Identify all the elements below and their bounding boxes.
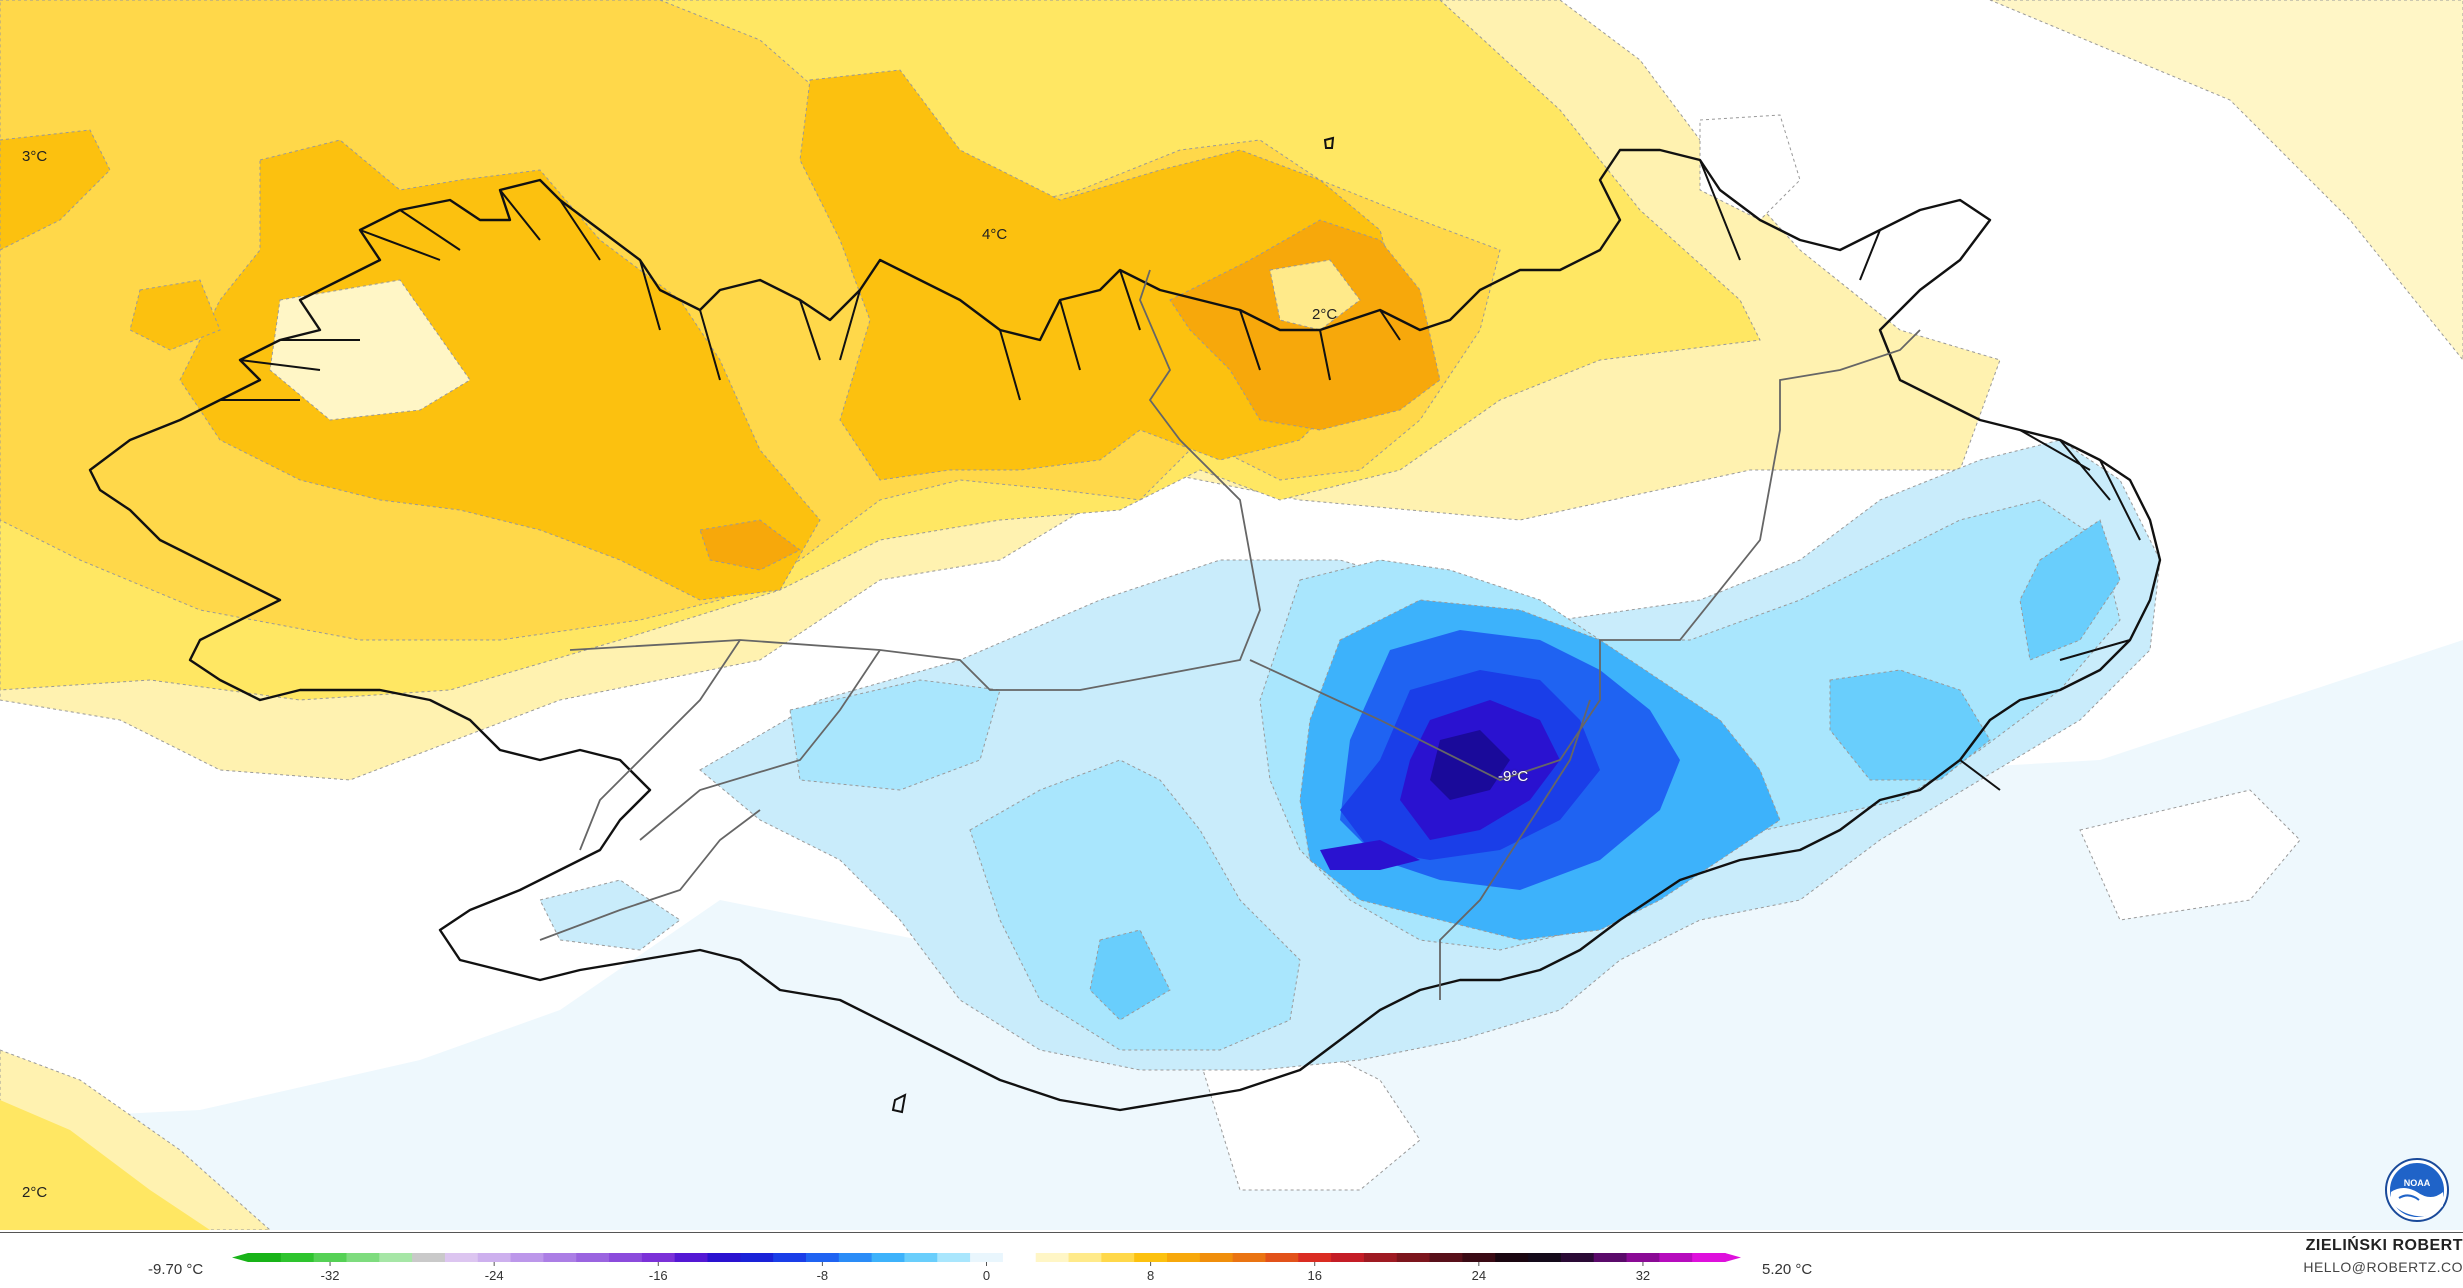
legend-swatch [904,1253,938,1262]
legend-swatch [1298,1253,1332,1262]
temp-label-west-top: 3°C [22,148,48,165]
legend-colorbar: -32 -24 -16 -8 0 8 16 24 32 [232,1253,1741,1283]
legend-swatch [1363,1253,1398,1262]
legend-swatch [444,1253,479,1262]
legend-swatch [1068,1253,1102,1262]
legend-tick-label: -24 [485,1268,504,1283]
temp-label-west-bottom: 2°C [22,1184,48,1201]
legend-swatch [1462,1253,1496,1262]
legend-swatch [280,1253,315,1262]
legend-swatch [1101,1253,1135,1262]
legend-swatch [674,1253,709,1262]
legend-swatch [313,1253,348,1262]
legend-swatch [477,1253,512,1262]
legend-arrow-right [1725,1253,1741,1262]
legend-swatch [773,1253,807,1262]
legend-max-value: 5.20 °C [1762,1261,1813,1278]
zone-white-east-2 [2079,789,2301,921]
island-north [1323,136,1335,149]
region-borders [539,269,1921,1000]
legend-swatch [412,1253,446,1262]
legend-tick-label: -16 [649,1268,668,1283]
legend-swatch [1560,1253,1595,1262]
legend-swatch [1692,1253,1726,1262]
legend-tick-label: -8 [817,1268,829,1283]
legend-swatch [1134,1253,1168,1262]
zone-yellow-southwest-inner [0,1100,210,1230]
zone-light-blue-west [539,879,681,951]
zone-sky [1089,929,1171,1021]
zone-gold-4 [129,279,221,351]
legend-swatch [609,1253,643,1262]
legend-min-value: -9.70 °C [148,1261,204,1278]
legend-tick-label: 16 [1307,1268,1321,1283]
legend-swatch [1659,1253,1693,1262]
legend-swatch [1429,1253,1464,1262]
author-credit: ZIELIŃSKI ROBERT [2305,1237,2463,1254]
legend-swatch [346,1253,380,1262]
noaa-logo-icon: NOAA [2385,1158,2449,1222]
legend-swatch [641,1253,676,1262]
zone-pale-spot-2 [1269,259,1361,331]
zone-blue-tail [1320,840,1420,870]
legend-swatch [1167,1253,1201,1262]
legend-tick-label: 32 [1636,1268,1650,1283]
zone-cyan-2 [969,759,1301,1051]
legend-tick-label: -32 [321,1268,340,1283]
legend-swatch [1495,1253,1529,1262]
coastline-fjords [220,159,2141,791]
legend-tick-label: 0 [983,1268,990,1283]
legend: -32 -24 -16 -8 0 8 16 24 32 -9.70 °C 5.20 °C ZIE… [0,1232,2463,1288]
legend-swatch [871,1253,906,1262]
temp-label-northeast: 2°C [1312,306,1338,323]
zone-sky-3 [2019,519,2121,661]
legend-swatch [1331,1253,1365,1262]
legend-swatch [1396,1253,1431,1262]
legend-swatch [1528,1253,1562,1262]
island [891,1093,907,1114]
zone-pale-spot-1 [269,279,471,421]
temp-label-north: 4°C [982,226,1008,243]
legend-swatch [1232,1253,1267,1262]
author-email: HELLO@ROBERTZ.CO [2303,1259,2463,1275]
legend-swatch [1199,1253,1234,1262]
legend-swatch [510,1253,544,1262]
noaa-logo-text: NOAA [2404,1178,2431,1188]
legend-swatch [1035,1253,1070,1262]
zone-orange-2 [699,519,801,571]
legend-swatch [970,1253,1004,1262]
legend-tick-label: 24 [1472,1268,1486,1283]
legend-swatch [1626,1253,1660,1262]
legend-swatch [838,1253,873,1262]
zone-pale-yellow-east [1989,0,2463,361]
legend-swatch [805,1253,840,1262]
legend-swatch [1265,1253,1299,1262]
legend-swatch [543,1253,577,1262]
legend-swatch [1002,1253,1037,1262]
legend-tick-label: 8 [1147,1268,1154,1283]
legend-arrow-left [232,1253,248,1262]
legend-swatch [1593,1253,1628,1262]
legend-swatch [248,1253,282,1262]
legend-swatch [740,1253,774,1262]
legend-swatch [707,1253,741,1262]
zone-white-south [1199,1039,1421,1191]
zone-gold-3 [0,129,111,251]
legend-swatch [937,1253,971,1262]
zone-sky-2 [1829,669,1991,781]
legend-swatch [576,1253,610,1262]
temperature-map [0,0,2463,1230]
temp-label-center: -9°C [1498,768,1529,785]
legend-swatch [379,1253,413,1262]
